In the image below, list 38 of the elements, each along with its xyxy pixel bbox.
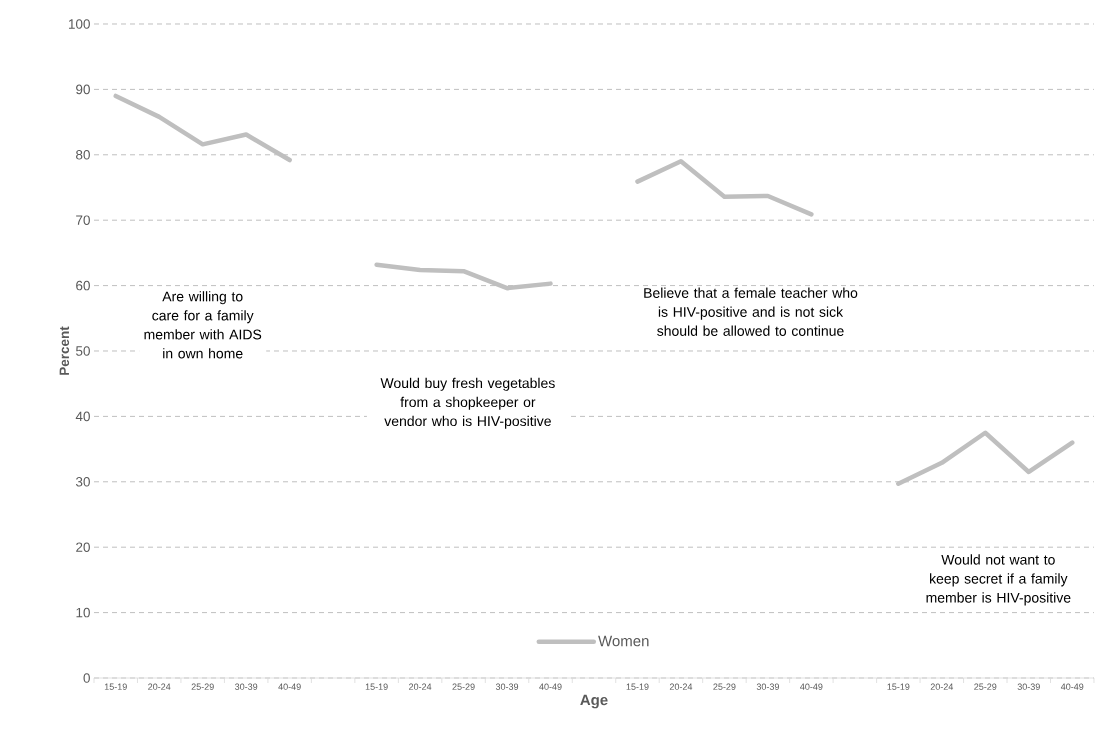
x-tick-label: 15-19 (104, 683, 127, 690)
x-tick-label: 20-24 (669, 683, 693, 690)
x-tick-label: 30-39 (1017, 683, 1040, 690)
y-tick-label: 80 (76, 150, 90, 160)
x-tick-label: 30-39 (756, 683, 779, 690)
y-tick-label: 70 (76, 215, 90, 225)
y-tick-label: 0 (83, 673, 90, 683)
y-tick-label: 40 (75, 411, 90, 422)
y-tick-label: 10 (76, 607, 90, 618)
x-tick-label: 15-19 (887, 683, 910, 690)
x-tick-label: 40-49 (278, 683, 301, 690)
annotation: Believe that a female teacher who is HIV-positive and is not sick should be allowed to continue (644, 287, 858, 336)
y-tick-label: 90 (76, 84, 90, 95)
x-tick-label: 25-29 (452, 683, 475, 690)
x-tick-label: 25-29 (191, 683, 214, 690)
y-tick-label: 60 (76, 280, 90, 291)
x-tick-label: 20-24 (148, 683, 171, 690)
y-tick-label: 20 (76, 542, 90, 552)
x-tick-label: 15-19 (365, 683, 388, 690)
x-tick-label: 40-49 (539, 683, 562, 690)
y-tick-label: 100 (68, 19, 90, 29)
x-tick-label: 20-24 (930, 683, 954, 690)
annotation: Are willing to care for a family member with AIDS in own home (144, 291, 262, 359)
x-tick-label: 15-19 (626, 683, 649, 690)
x-tick-label: 40-49 (1060, 683, 1084, 690)
annotation: Would buy fresh vegetables from a shopkeeper or vendor who is HIV-positive (380, 377, 555, 429)
y-tick-label: 50 (75, 346, 90, 356)
x-tick-label: 20-24 (409, 683, 432, 690)
y-axis-title: Percent (59, 326, 70, 375)
x-tick-label: 40-49 (800, 683, 823, 690)
x-tick-label: 25-29 (713, 683, 736, 690)
x-tick-label: 30-39 (495, 683, 519, 690)
legend-label: Women (598, 635, 649, 647)
x-tick-label: 25-29 (974, 683, 997, 690)
annotation: Would not want to keep secret if a family member is HIV-positive (926, 554, 1071, 606)
x-tick-label: 30-39 (235, 683, 258, 690)
y-tick-label: 30 (75, 477, 90, 487)
x-axis-title: Age (580, 694, 608, 709)
